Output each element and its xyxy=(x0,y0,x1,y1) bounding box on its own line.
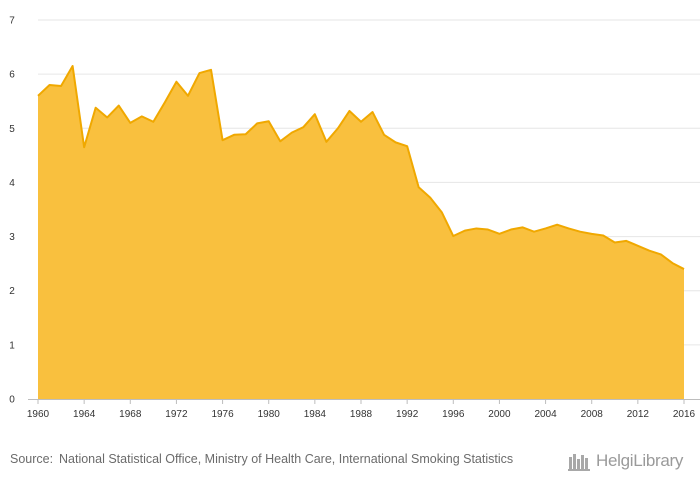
area-chart: 0 1 2 3 4 5 6 7 1960 1964 1968 1972 1976 1980 1984 198… xyxy=(9,16,700,420)
library-icon xyxy=(568,454,590,471)
y-tick-label: 5 xyxy=(9,124,15,135)
x-tick-label: 1964 xyxy=(73,409,96,420)
y-tick-label: 4 xyxy=(9,178,15,189)
x-tick-label: 1984 xyxy=(304,409,327,420)
source-text: National Statistical Office, Ministry of… xyxy=(59,452,514,466)
x-tick-labels: 1960 1964 1968 1972 1976 1980 1984 1988 1992 1996… xyxy=(27,409,696,420)
y-tick-label: 6 xyxy=(9,70,15,81)
y-tick-label: 2 xyxy=(9,286,15,297)
brand-logo: Helgi Library xyxy=(568,449,692,473)
source-prefix: Source: xyxy=(10,452,54,466)
source-note: Source: National Statistical Office, Min… xyxy=(10,451,550,468)
series-area xyxy=(38,66,684,400)
x-tick-label: 1960 xyxy=(27,409,50,420)
brand-name-part2: Library xyxy=(633,451,684,470)
x-tick-label: 1972 xyxy=(165,409,188,420)
x-tick-label: 2000 xyxy=(488,409,511,420)
x-tick-label: 2004 xyxy=(534,409,557,420)
x-tick-label: 1992 xyxy=(396,409,419,420)
x-tick-label: 1976 xyxy=(211,409,234,420)
x-tick-label: 1988 xyxy=(350,409,373,420)
y-tick-label: 7 xyxy=(9,16,15,27)
y-tick-label: 0 xyxy=(9,395,15,406)
axis-layer xyxy=(28,399,700,404)
x-tick-label: 1980 xyxy=(258,409,281,420)
x-tick-label: 1996 xyxy=(442,409,465,420)
area-layer xyxy=(37,65,685,400)
x-tick-label: 2016 xyxy=(673,409,696,420)
series-line xyxy=(37,65,685,270)
x-tick-label: 2008 xyxy=(581,409,604,420)
brand-name-part1: Helgi xyxy=(596,451,634,470)
y-tick-label: 1 xyxy=(9,340,15,351)
y-tick-labels: 0 1 2 3 4 5 6 7 xyxy=(9,16,15,406)
x-tick-label: 1968 xyxy=(119,409,142,420)
x-tick-label: 2012 xyxy=(627,409,650,420)
y-tick-label: 3 xyxy=(9,232,15,243)
